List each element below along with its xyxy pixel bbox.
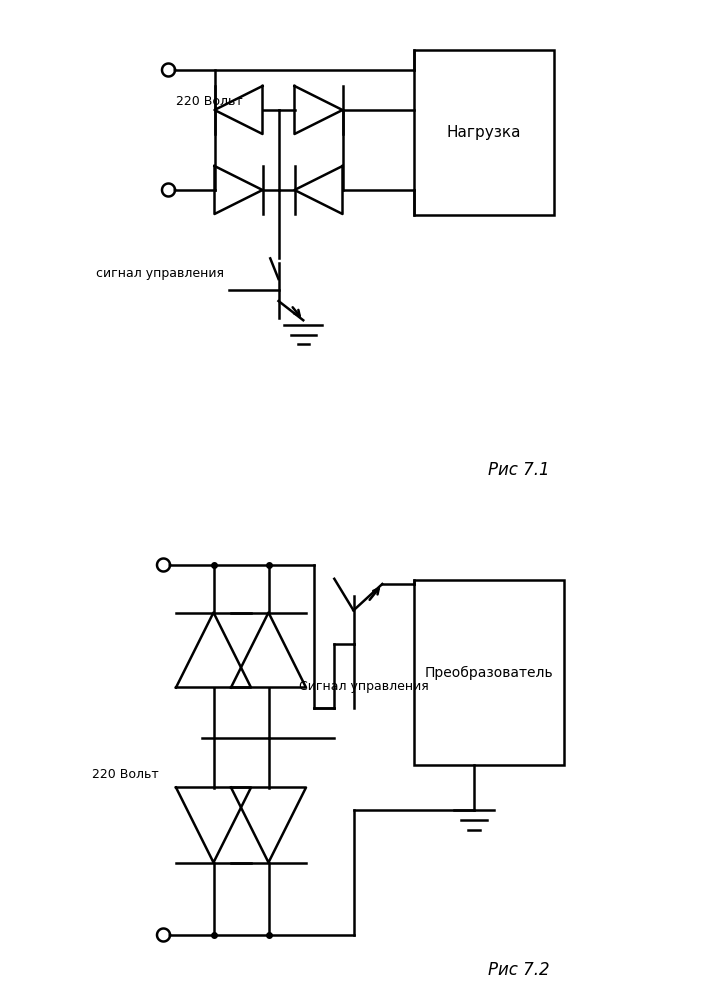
Bar (414, 580, 563, 765)
Text: 220 Вольт: 220 Вольт (92, 768, 158, 782)
Text: Рис 7.2: Рис 7.2 (488, 961, 549, 979)
Text: сигнал управления: сигнал управления (96, 267, 224, 280)
Text: Преобразователь: Преобразователь (424, 665, 553, 680)
Text: Нагрузка: Нагрузка (446, 125, 521, 140)
Text: Сигнал управления: Сигнал управления (298, 680, 428, 693)
Text: Рис 7.1: Рис 7.1 (488, 461, 549, 479)
Bar (414, 50, 554, 215)
Text: 220 Вольт: 220 Вольт (176, 95, 243, 108)
